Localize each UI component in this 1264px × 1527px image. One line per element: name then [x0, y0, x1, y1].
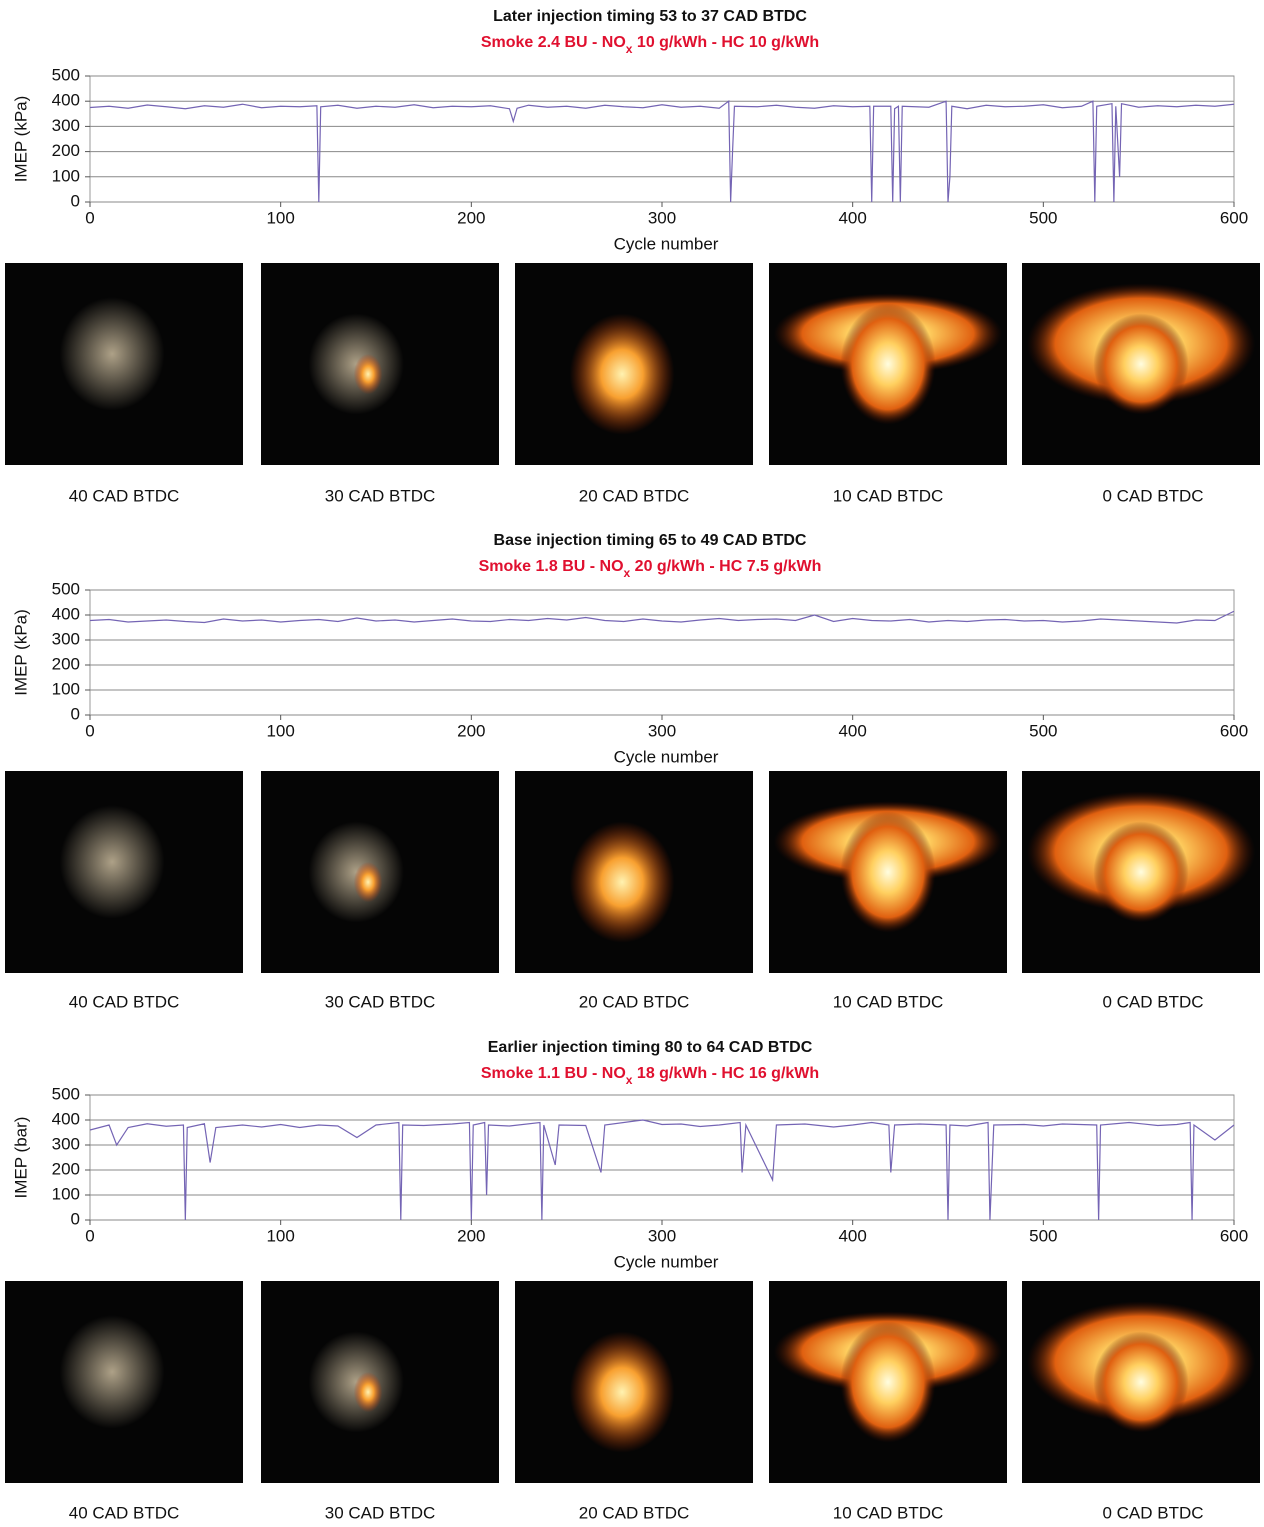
x-tick-label: 300: [648, 1226, 676, 1245]
image-caption: 10 CAD BTDC: [833, 486, 944, 505]
x-tick-label: 0: [85, 1226, 94, 1245]
chart-title: Earlier injection timing 80 to 64 CAD BT…: [488, 1039, 813, 1056]
y-tick-label: 100: [52, 679, 80, 698]
y-tick-label: 200: [52, 1159, 80, 1178]
x-tick-label: 100: [266, 1226, 294, 1245]
image-caption: 30 CAD BTDC: [325, 1503, 436, 1522]
flame-glow: [354, 1372, 383, 1412]
x-axis-label: Cycle number: [614, 1252, 719, 1271]
y-tick-label: 300: [52, 1134, 80, 1153]
plot-area: [90, 1095, 1234, 1220]
y-tick-label: 200: [52, 654, 80, 673]
flame-glow: [840, 1321, 935, 1442]
image-caption: 40 CAD BTDC: [69, 992, 180, 1011]
x-tick-label: 0: [85, 208, 94, 227]
chart-subtitle: Smoke 2.4 BU - NOx 10 g/kWh - HC 10 g/kW…: [481, 34, 819, 56]
x-tick-label: 300: [648, 208, 676, 227]
x-tick-label: 200: [457, 1226, 485, 1245]
x-tick-label: 0: [85, 721, 94, 740]
flame-glow: [1093, 822, 1188, 923]
flame-glow: [60, 805, 165, 918]
x-tick-label: 500: [1029, 208, 1057, 227]
flame-glow: [60, 297, 165, 410]
image-caption: 20 CAD BTDC: [579, 486, 690, 505]
chart-subtitle: Smoke 1.1 BU - NOx 18 g/kWh - HC 16 g/kW…: [481, 1065, 819, 1087]
subtitle-part: 18 g/kWh - HC 16 g/kWh: [632, 1065, 819, 1082]
flame-glow: [570, 1332, 675, 1453]
x-tick-label: 500: [1029, 1226, 1057, 1245]
image-caption: 10 CAD BTDC: [833, 1503, 944, 1522]
y-tick-label: 0: [71, 704, 80, 723]
figure: 0 100 200 300 400 500 0 100 200 300 400 500 600 Later…: [0, 0, 1264, 1527]
x-tick-label: 600: [1220, 208, 1248, 227]
image-caption: 0 CAD BTDC: [1102, 992, 1203, 1011]
x-tick-label: 500: [1029, 721, 1057, 740]
image-caption: 20 CAD BTDC: [579, 992, 690, 1011]
y-tick-label: 200: [52, 141, 80, 160]
x-tick-label: 600: [1220, 721, 1248, 740]
y-tick-label: 300: [52, 629, 80, 648]
x-axis-label: Cycle number: [614, 747, 719, 766]
x-tick-label: 600: [1220, 1226, 1248, 1245]
flame-glow: [840, 303, 935, 424]
flame-glow: [840, 811, 935, 932]
subtitle-part: 10 g/kWh - HC 10 g/kWh: [632, 34, 819, 51]
plot-area: [90, 76, 1234, 202]
subtitle-part: Smoke 1.8 BU - NO: [479, 558, 624, 575]
flame-glow: [570, 314, 675, 435]
image-caption: 0 CAD BTDC: [1102, 486, 1203, 505]
x-tick-label: 400: [838, 208, 866, 227]
image-caption: 40 CAD BTDC: [69, 486, 180, 505]
x-tick-label: 100: [266, 208, 294, 227]
y-tick-label: 0: [71, 1209, 80, 1228]
y-tick-label: 300: [52, 116, 80, 135]
image-caption: 20 CAD BTDC: [579, 1503, 690, 1522]
y-tick-label: 500: [52, 1084, 80, 1103]
subtitle-part: Smoke 2.4 BU - NO: [481, 34, 626, 51]
plot-area: [90, 590, 1234, 715]
x-tick-label: 400: [838, 1226, 866, 1245]
flame-glow: [354, 354, 383, 394]
chart-subtitle: Smoke 1.8 BU - NOx 20 g/kWh - HC 7.5 g/k…: [479, 558, 822, 580]
image-caption: 10 CAD BTDC: [833, 992, 944, 1011]
y-tick-label: 500: [52, 65, 80, 84]
y-tick-label: 500: [52, 579, 80, 598]
x-tick-label: 100: [266, 721, 294, 740]
y-tick-label: 400: [52, 604, 80, 623]
image-caption: 30 CAD BTDC: [325, 992, 436, 1011]
image-caption: 40 CAD BTDC: [69, 1503, 180, 1522]
chart-title: Base injection timing 65 to 49 CAD BTDC: [494, 532, 807, 549]
y-axis-label: IMEP (kPa): [11, 96, 30, 183]
y-axis-label: IMEP (kPa): [11, 609, 30, 696]
flame-glow: [354, 862, 383, 902]
y-tick-label: 0: [71, 191, 80, 210]
x-tick-label: 200: [457, 208, 485, 227]
subtitle-part: Smoke 1.1 BU - NO: [481, 1065, 626, 1082]
flame-glow: [60, 1315, 165, 1428]
flame-glow: [570, 822, 675, 943]
y-tick-label: 100: [52, 1184, 80, 1203]
subtitle-part: 20 g/kWh - HC 7.5 g/kWh: [630, 558, 821, 575]
flame-glow: [1093, 314, 1188, 415]
image-caption: 0 CAD BTDC: [1102, 1503, 1203, 1522]
x-tick-label: 200: [457, 721, 485, 740]
x-axis-label: Cycle number: [614, 234, 719, 253]
flame-glow: [1093, 1332, 1188, 1433]
y-axis-label: IMEP (bar): [11, 1117, 30, 1199]
x-tick-label: 300: [648, 721, 676, 740]
y-tick-label: 100: [52, 166, 80, 185]
y-tick-label: 400: [52, 91, 80, 110]
image-caption: 30 CAD BTDC: [325, 486, 436, 505]
x-tick-label: 400: [838, 721, 866, 740]
y-tick-label: 400: [52, 1109, 80, 1128]
chart-title: Later injection timing 53 to 37 CAD BTDC: [493, 8, 807, 25]
